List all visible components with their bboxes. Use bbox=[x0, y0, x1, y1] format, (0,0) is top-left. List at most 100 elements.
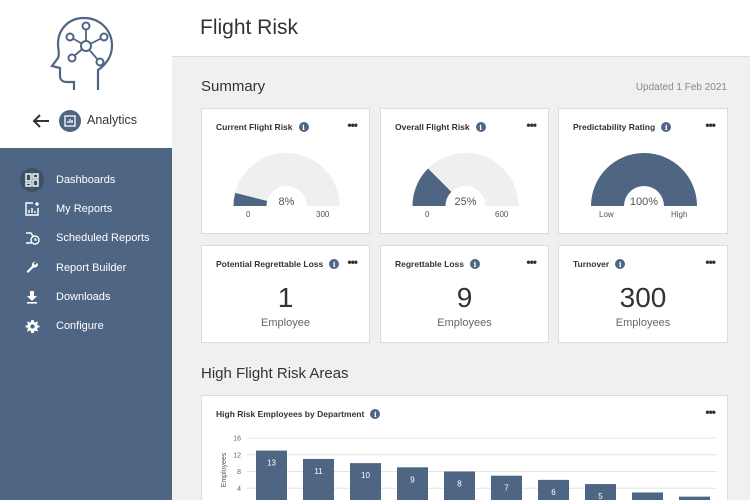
gear-icon bbox=[21, 315, 43, 337]
more-options-icon[interactable]: ••• bbox=[347, 255, 358, 269]
stat-value: 1 bbox=[277, 282, 294, 313]
more-options-icon[interactable]: ••• bbox=[705, 118, 716, 132]
gauge-max: 300 bbox=[316, 210, 330, 219]
card-title: Overall Flight Risk i bbox=[395, 122, 486, 132]
card-title: Potential Regrettable Loss i bbox=[216, 259, 340, 269]
bar-data-label: 6 bbox=[551, 488, 556, 497]
gauge-value: 25% bbox=[454, 196, 477, 208]
potential-regrettable-loss-card: Potential Regrettable Loss i ••• 1 Employ… bbox=[201, 245, 370, 343]
gauge bbox=[412, 152, 519, 206]
more-options-icon[interactable]: ••• bbox=[705, 405, 716, 419]
card-title-text: Regrettable Loss bbox=[395, 259, 464, 269]
info-icon[interactable]: i bbox=[329, 259, 340, 269]
analytics-icon bbox=[59, 110, 81, 132]
y-tick-label: 8 bbox=[237, 469, 241, 476]
y-tick-label: 16 bbox=[233, 436, 241, 443]
bar-data-label: 5 bbox=[598, 492, 603, 500]
sidebar-item-label: Downloads bbox=[56, 290, 111, 303]
bar-data-label: 9 bbox=[410, 475, 415, 484]
updated-timestamp: Updated 1 Feb 2021 bbox=[635, 82, 727, 93]
bar[interactable] bbox=[256, 450, 287, 500]
info-icon[interactable]: i bbox=[661, 122, 672, 132]
card-title-text: Overall Flight Risk bbox=[395, 122, 470, 132]
card-title-text: Turnover bbox=[573, 259, 610, 269]
card-title: Current Flight Risk i bbox=[216, 122, 309, 132]
bar-data-label: 11 bbox=[314, 467, 323, 476]
sidebar-nav: Dashboards My Reports Scheduled Reports … bbox=[0, 148, 172, 500]
bar-data-label: 7 bbox=[504, 484, 509, 493]
gauge-value: 100% bbox=[629, 196, 659, 208]
turnover-card: Turnover i ••• 300 Employees bbox=[558, 245, 728, 343]
gauge-value: 8% bbox=[278, 196, 295, 208]
gauge-track bbox=[233, 152, 340, 206]
wrench-icon bbox=[21, 257, 43, 279]
analytics-header: Analytics bbox=[0, 106, 172, 136]
card-title: Regrettable Loss i bbox=[395, 259, 480, 269]
info-icon[interactable]: i bbox=[298, 122, 309, 132]
download-icon bbox=[21, 286, 43, 308]
department-chart-card: High Risk Employees by Department i ••• E… bbox=[201, 395, 728, 500]
sidebar-item-my-reports[interactable]: My Reports bbox=[0, 194, 172, 223]
sidebar-item-label: Report Builder bbox=[56, 261, 127, 274]
regrettable-loss-card: Regrettable Loss i ••• 9 Employees bbox=[380, 245, 549, 343]
head-network-icon bbox=[50, 16, 114, 90]
gauge-min: Low bbox=[599, 210, 614, 219]
sidebar-item-report-builder[interactable]: Report Builder bbox=[0, 253, 172, 282]
card-title: High Risk Employees by Department i bbox=[216, 409, 381, 419]
sidebar-item-dashboards[interactable]: Dashboards bbox=[0, 165, 172, 194]
sidebar-item-label: Scheduled Reports bbox=[56, 232, 150, 245]
arrow-left-icon[interactable] bbox=[32, 113, 50, 129]
bar[interactable] bbox=[632, 492, 663, 500]
info-icon[interactable]: i bbox=[469, 259, 480, 269]
bar[interactable] bbox=[538, 479, 569, 500]
y-tick-label: 4 bbox=[237, 486, 241, 493]
stat-value: 9 bbox=[456, 282, 473, 313]
card-title-text: Predictability Rating bbox=[573, 122, 656, 132]
more-options-icon[interactable]: ••• bbox=[526, 255, 537, 269]
summary-title: Summary bbox=[201, 78, 266, 95]
sidebar-item-label: Dashboards bbox=[56, 173, 116, 186]
report-add-icon bbox=[21, 198, 43, 220]
bar[interactable] bbox=[585, 484, 616, 500]
areas-title: High Flight Risk Areas bbox=[201, 365, 349, 382]
card-title: Predictability Rating i bbox=[573, 122, 672, 132]
stat-unit: Employees bbox=[615, 317, 671, 329]
y-tick-label: 12 bbox=[233, 452, 241, 459]
bar[interactable] bbox=[444, 471, 475, 500]
more-options-icon[interactable]: ••• bbox=[705, 255, 716, 269]
page-title: Flight Risk bbox=[200, 16, 299, 39]
gauge-fill bbox=[591, 152, 697, 206]
sidebar-item-configure[interactable]: Configure bbox=[0, 311, 172, 340]
card-title-text: Potential Regrettable Loss bbox=[216, 259, 324, 269]
sidebar: Analytics Dashboards My Reports Schedule… bbox=[0, 0, 172, 500]
gauge-max: High bbox=[671, 210, 688, 219]
sidebar-item-downloads[interactable]: Downloads bbox=[0, 282, 172, 311]
more-options-icon[interactable]: ••• bbox=[526, 118, 537, 132]
bar[interactable] bbox=[350, 463, 381, 500]
bar-data-label: 8 bbox=[457, 480, 462, 489]
bar-chart: Employees161284131110987653 bbox=[221, 436, 717, 500]
current-flight-risk-card: Current Flight Risk i ••• 8% 0 300 bbox=[201, 108, 370, 234]
overall-flight-risk-card: Overall Flight Risk i ••• 25% 0 600 bbox=[380, 108, 549, 234]
card-title-text: Current Flight Risk bbox=[216, 122, 293, 132]
gauge-fill bbox=[412, 168, 452, 206]
bar[interactable] bbox=[303, 458, 334, 500]
gauge-min: 0 bbox=[425, 210, 430, 219]
card-title-text: High Risk Employees by Department bbox=[216, 409, 365, 419]
bar-data-label: 10 bbox=[361, 471, 370, 480]
bar-data-label: 13 bbox=[267, 459, 276, 468]
sidebar-item-scheduled-reports[interactable]: Scheduled Reports bbox=[0, 224, 172, 253]
page-header: Flight Risk bbox=[172, 0, 750, 57]
info-icon[interactable]: i bbox=[370, 409, 381, 419]
gauge bbox=[233, 152, 340, 206]
bar[interactable] bbox=[491, 475, 522, 500]
more-options-icon[interactable]: ••• bbox=[347, 118, 358, 132]
info-icon[interactable]: i bbox=[615, 259, 626, 269]
section-label: Analytics bbox=[87, 113, 138, 127]
dashboard-icon bbox=[20, 167, 44, 192]
bar[interactable] bbox=[679, 496, 710, 500]
gauge-min: 0 bbox=[246, 210, 251, 219]
bar[interactable] bbox=[397, 467, 428, 500]
stat-unit: Employees bbox=[437, 317, 492, 329]
info-icon[interactable]: i bbox=[475, 122, 486, 132]
